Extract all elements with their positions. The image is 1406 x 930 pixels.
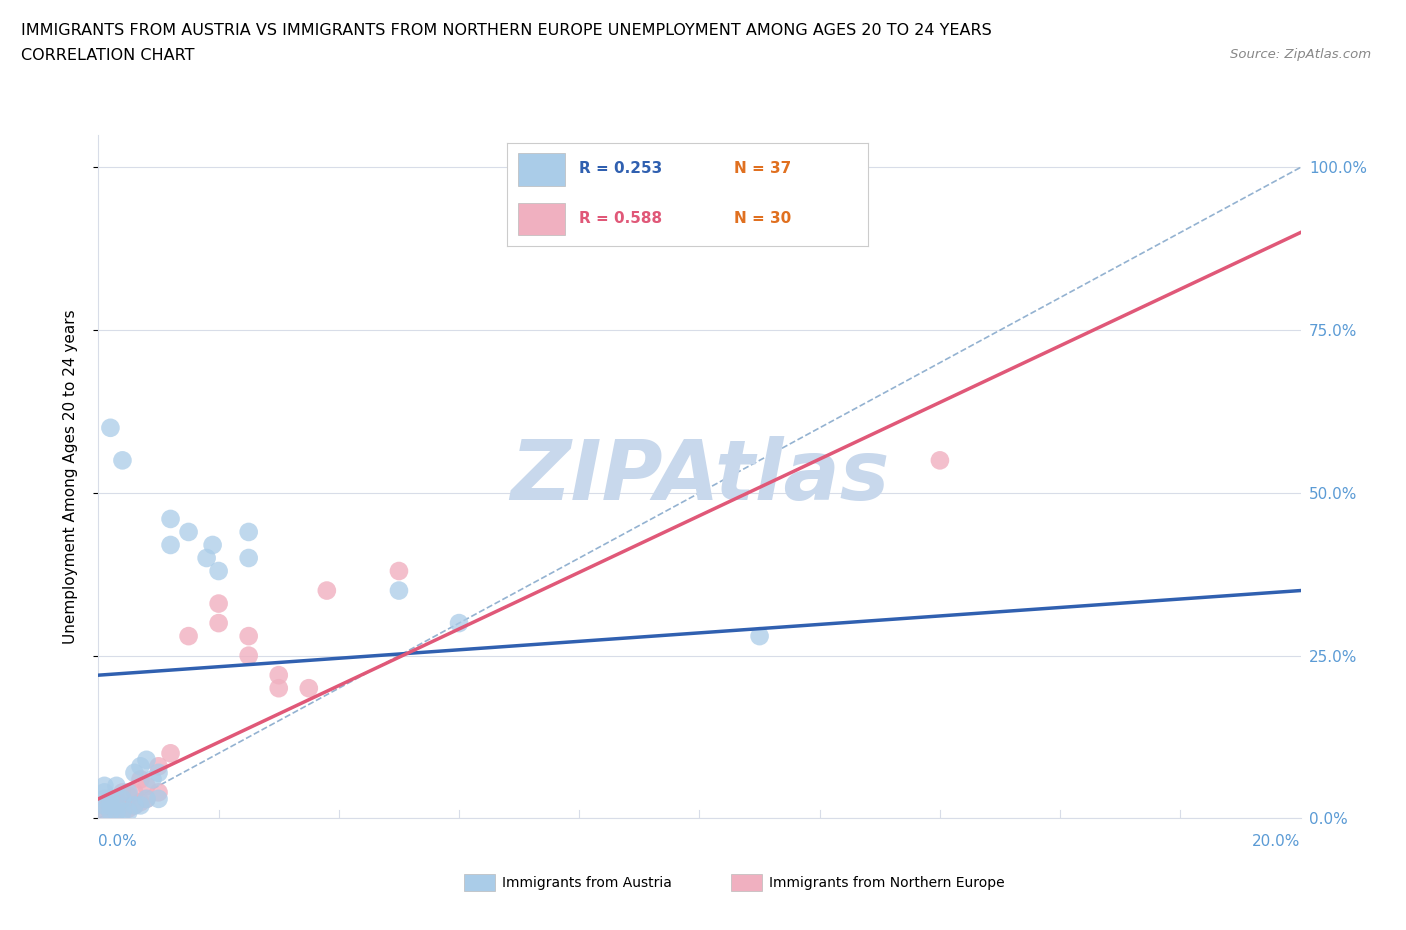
Text: ZIPAtlas: ZIPAtlas — [510, 436, 889, 517]
Point — [148, 765, 170, 780]
Point — [117, 804, 139, 819]
Point — [105, 804, 128, 819]
Point — [159, 512, 181, 526]
Point — [135, 791, 157, 806]
Point — [388, 564, 411, 578]
Point — [148, 759, 170, 774]
Point — [267, 681, 290, 696]
Point — [105, 778, 128, 793]
Point — [748, 629, 770, 644]
Point — [111, 804, 134, 819]
Point — [111, 785, 134, 800]
Point — [148, 785, 170, 800]
Point — [208, 564, 231, 578]
Text: Immigrants from Northern Europe: Immigrants from Northern Europe — [769, 875, 1005, 890]
Point — [238, 551, 260, 565]
Point — [111, 798, 134, 813]
Point — [100, 804, 122, 819]
Y-axis label: Unemployment Among Ages 20 to 24 years: Unemployment Among Ages 20 to 24 years — [63, 310, 77, 644]
Point — [100, 798, 122, 813]
Point — [93, 804, 115, 819]
Point — [238, 629, 260, 644]
Point — [117, 789, 139, 804]
Point — [159, 746, 181, 761]
Point — [124, 765, 146, 780]
Point — [100, 804, 122, 819]
Point — [267, 668, 290, 683]
Point — [93, 798, 115, 813]
Point — [135, 791, 157, 806]
Text: 0.0%: 0.0% — [98, 834, 138, 849]
Point — [100, 420, 122, 435]
Point — [129, 794, 152, 809]
Point — [100, 798, 122, 813]
Point — [238, 525, 260, 539]
Point — [298, 681, 321, 696]
Point — [105, 804, 128, 819]
Point — [129, 759, 152, 774]
Point — [238, 648, 260, 663]
Text: Immigrants from Austria: Immigrants from Austria — [502, 875, 672, 890]
Point — [135, 752, 157, 767]
Point — [93, 798, 115, 813]
Point — [117, 802, 139, 817]
Point — [208, 596, 231, 611]
Point — [388, 583, 411, 598]
Point — [201, 538, 224, 552]
Point — [177, 629, 200, 644]
Point — [124, 798, 146, 813]
Point — [148, 791, 170, 806]
Point — [105, 791, 128, 806]
Point — [105, 798, 128, 813]
Text: IMMIGRANTS FROM AUSTRIA VS IMMIGRANTS FROM NORTHERN EUROPE UNEMPLOYMENT AMONG AG: IMMIGRANTS FROM AUSTRIA VS IMMIGRANTS FR… — [21, 23, 991, 38]
Point — [124, 798, 146, 813]
Point — [129, 798, 152, 813]
Point — [129, 772, 152, 787]
Point — [93, 804, 115, 819]
Point — [177, 525, 200, 539]
Point — [141, 772, 163, 787]
Point — [117, 785, 139, 800]
Point — [195, 551, 218, 565]
Point — [93, 785, 115, 800]
Point — [124, 785, 146, 800]
Point — [315, 583, 337, 598]
Point — [93, 778, 115, 793]
Point — [135, 778, 157, 793]
Point — [111, 791, 134, 806]
Point — [100, 791, 122, 806]
Text: CORRELATION CHART: CORRELATION CHART — [21, 48, 194, 63]
Point — [447, 616, 470, 631]
Text: Source: ZipAtlas.com: Source: ZipAtlas.com — [1230, 48, 1371, 61]
Point — [159, 538, 181, 552]
Point — [93, 791, 115, 806]
Text: 20.0%: 20.0% — [1253, 834, 1301, 849]
Point — [929, 453, 952, 468]
Point — [208, 616, 231, 631]
Point — [111, 453, 134, 468]
